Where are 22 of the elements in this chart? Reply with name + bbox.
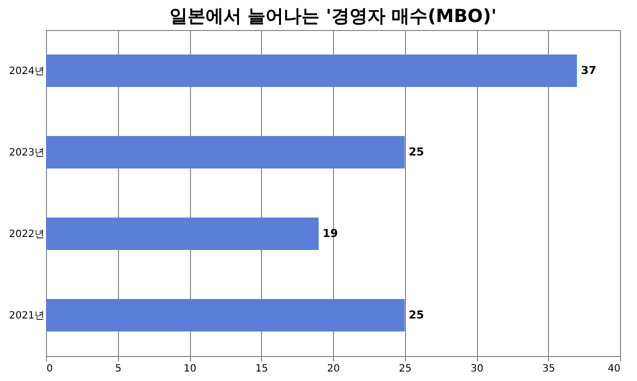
x-tick-label: 5 — [115, 364, 122, 374]
bar — [46, 298, 405, 332]
data-label: 19 — [322, 226, 338, 240]
x-tick-label: 30 — [470, 364, 484, 374]
bar — [46, 217, 319, 250]
y-tick-label: 2023년 — [9, 147, 44, 158]
data-label: 37 — [580, 64, 596, 77]
x-tick-label: 10 — [184, 364, 196, 374]
x-tick-label: 0 — [46, 364, 53, 374]
y-tick-label: 2022년 — [9, 228, 44, 240]
chart-title: 일본에서 늘어나는 '경영자 매수(MBO)' — [169, 6, 497, 27]
data-label: 25 — [408, 145, 424, 158]
bar — [46, 136, 405, 169]
x-tick-label: 15 — [255, 364, 268, 374]
y-tick-label: 2021년 — [9, 310, 44, 322]
x-tick-label: 25 — [398, 364, 412, 374]
bar — [46, 54, 577, 88]
data-label: 25 — [408, 308, 424, 322]
x-tick-label: 35 — [542, 364, 556, 374]
y-tick-label: 2024년 — [9, 66, 44, 77]
x-tick-label: 40 — [608, 364, 620, 374]
x-tick-label: 20 — [327, 364, 340, 374]
